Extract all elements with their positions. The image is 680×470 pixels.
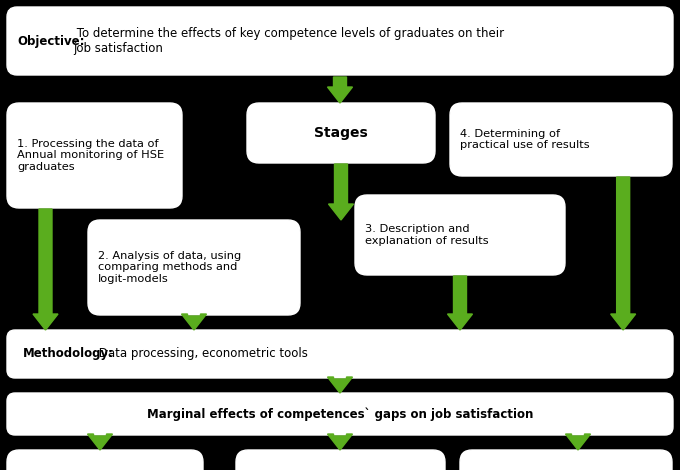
FancyBboxPatch shape bbox=[355, 195, 565, 275]
FancyBboxPatch shape bbox=[460, 450, 672, 470]
Text: 1. Processing the data of
Annual monitoring of HSE
graduates: 1. Processing the data of Annual monitor… bbox=[17, 139, 164, 172]
Polygon shape bbox=[611, 177, 636, 330]
Text: Data processing, econometric tools: Data processing, econometric tools bbox=[95, 347, 308, 360]
Text: Methodology:: Methodology: bbox=[23, 347, 114, 360]
Polygon shape bbox=[328, 77, 352, 103]
FancyBboxPatch shape bbox=[7, 103, 182, 208]
FancyBboxPatch shape bbox=[450, 103, 672, 176]
FancyBboxPatch shape bbox=[7, 450, 203, 470]
Polygon shape bbox=[328, 434, 352, 450]
Text: 4. Determining of
practical use of results: 4. Determining of practical use of resul… bbox=[460, 129, 590, 150]
Text: Objective:: Objective: bbox=[17, 34, 84, 47]
Polygon shape bbox=[328, 164, 354, 220]
FancyBboxPatch shape bbox=[247, 103, 435, 163]
FancyBboxPatch shape bbox=[7, 393, 673, 435]
Polygon shape bbox=[88, 434, 112, 450]
Polygon shape bbox=[328, 377, 352, 393]
Text: 3. Description and
explanation of results: 3. Description and explanation of result… bbox=[365, 224, 489, 246]
Polygon shape bbox=[182, 314, 207, 330]
FancyBboxPatch shape bbox=[7, 7, 673, 75]
FancyBboxPatch shape bbox=[88, 220, 300, 315]
Polygon shape bbox=[447, 276, 473, 330]
Text: Marginal effects of competences` gaps on job satisfaction: Marginal effects of competences` gaps on… bbox=[147, 407, 533, 421]
FancyBboxPatch shape bbox=[7, 330, 673, 378]
Polygon shape bbox=[566, 434, 590, 450]
Text: Stages: Stages bbox=[314, 126, 368, 140]
Polygon shape bbox=[33, 209, 58, 330]
Text: To determine the effects of key competence levels of graduates on their
job sati: To determine the effects of key competen… bbox=[73, 27, 504, 55]
FancyBboxPatch shape bbox=[236, 450, 445, 470]
Text: 2. Analysis of data, using
comparing methods and
logit-models: 2. Analysis of data, using comparing met… bbox=[98, 251, 241, 284]
